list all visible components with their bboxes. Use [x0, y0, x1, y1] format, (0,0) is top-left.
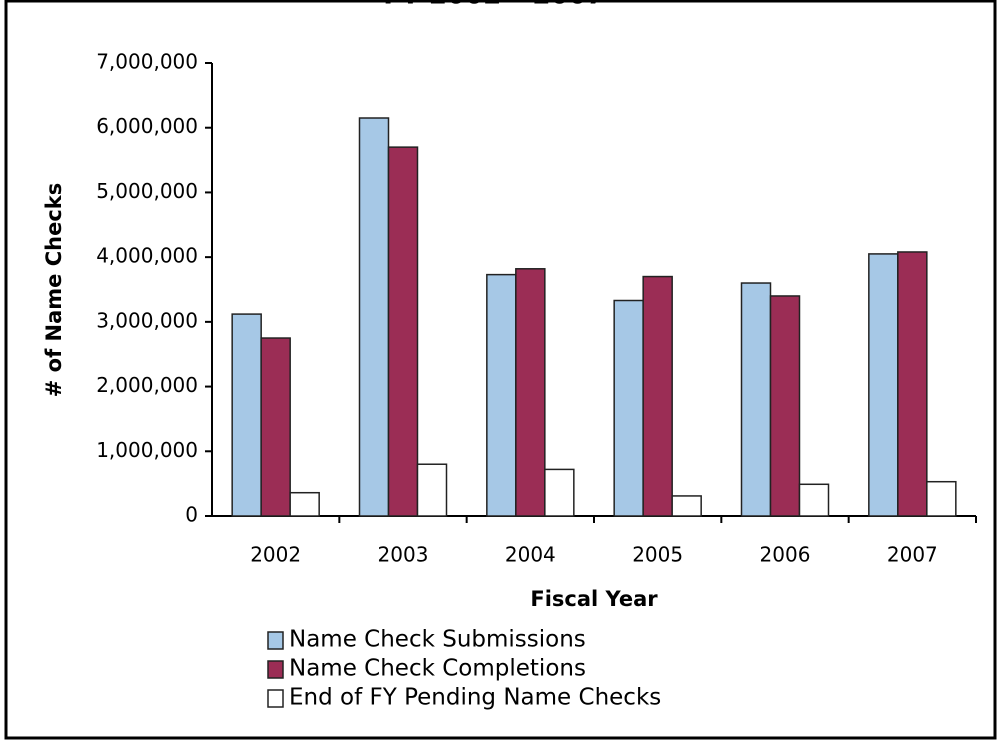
bar	[289, 491, 320, 517]
legend-swatch	[267, 631, 284, 650]
legend-label: End of FY Pending Name Checks	[289, 685, 661, 711]
y-tick-label: 3,000,000	[96, 308, 198, 332]
x-tick-label: 2005	[632, 543, 683, 567]
y-tick-label: 5,000,000	[96, 179, 198, 203]
x-axis-title: Fiscal Year	[530, 587, 658, 611]
legend-label: Name Check Completions	[289, 656, 586, 682]
bar	[416, 463, 448, 517]
bar	[798, 483, 830, 517]
y-tick-label: 1,000,000	[96, 438, 198, 462]
y-axis-title: # of Name Checks	[42, 183, 66, 397]
x-tick-label: 2002	[250, 543, 301, 567]
x-tick-label: 2004	[505, 543, 556, 567]
y-tick-label: 4,000,000	[96, 244, 198, 268]
y-tick-label: 7,000,000	[96, 50, 198, 74]
x-tick-label: 2003	[378, 543, 429, 567]
bar	[897, 251, 928, 517]
bar	[868, 253, 899, 517]
bar	[387, 146, 419, 517]
bar	[358, 117, 390, 517]
legend-label: Name Check Submissions	[289, 627, 586, 653]
bar	[486, 273, 517, 517]
legend-swatch	[267, 689, 284, 708]
bar	[231, 313, 262, 517]
bar	[769, 295, 801, 517]
bar	[740, 282, 772, 517]
bar	[260, 337, 291, 517]
x-tick-label: 2007	[887, 543, 938, 567]
bar	[642, 275, 673, 517]
x-tick-label: 2006	[760, 543, 811, 567]
y-tick-label: 2,000,000	[96, 373, 198, 397]
legend-swatch	[267, 660, 284, 679]
y-tick-label: 6,000,000	[96, 114, 198, 138]
bar	[926, 480, 957, 517]
y-tick-label: 0	[185, 503, 198, 527]
bar	[671, 495, 702, 517]
bar	[544, 468, 575, 517]
chart-title: FY 2002 – 2007	[383, 0, 604, 11]
bar	[515, 268, 546, 517]
bar	[613, 299, 644, 517]
